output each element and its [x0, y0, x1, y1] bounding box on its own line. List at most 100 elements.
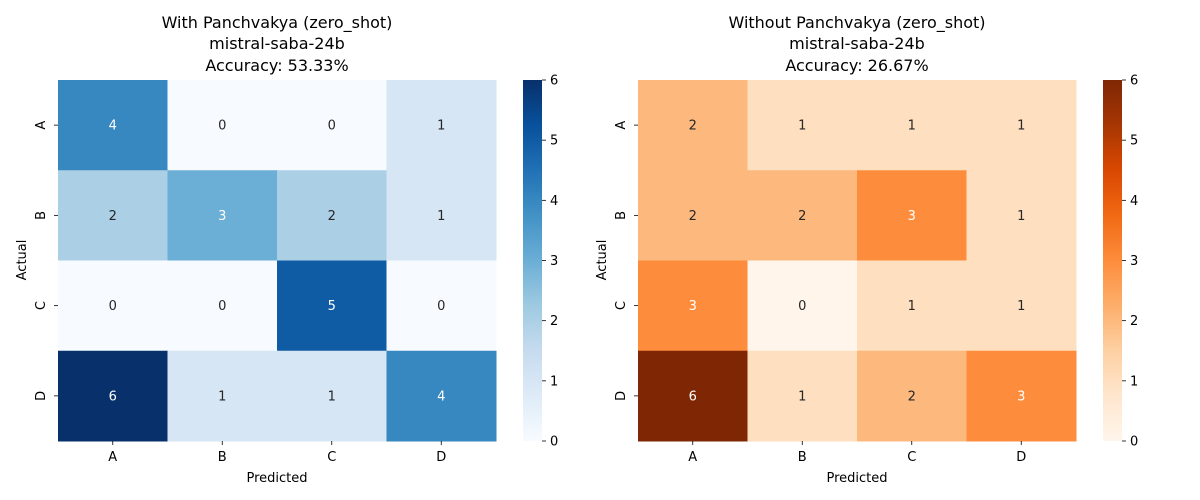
heatmap-cell: [167, 170, 278, 261]
colorbar-tick-label: 6: [550, 74, 558, 89]
heatmap-cell: [857, 260, 967, 352]
heatmap-cell: [638, 170, 748, 261]
x-tick-label: B: [218, 450, 227, 465]
cell-value-label: 1: [908, 119, 916, 134]
cell-value-label: 3: [908, 209, 916, 224]
colorbar-tick-label: 2: [1130, 314, 1138, 329]
cell-value-label: 1: [328, 389, 336, 404]
heatmap-cell: [277, 260, 387, 352]
heatmap-cell: [167, 80, 278, 171]
x-tick-label: C: [327, 450, 336, 465]
heatmap-cell: [277, 170, 387, 261]
cell-value-label: 1: [908, 299, 916, 314]
heatmap-cell: [857, 80, 967, 171]
heatmap-cell: [167, 260, 278, 352]
cell-value-label: 2: [908, 389, 916, 404]
heatmap-panel-with-panchvakya: With Panchvakya (zero_shot) mistral-saba…: [15, 13, 558, 486]
heatmap-cell: [58, 80, 168, 171]
heatmap-cell: [58, 350, 168, 442]
heatmap-cell: [638, 350, 748, 442]
heatmap-panel-without-panchvakya: Without Panchvakya (zero_shot) mistral-s…: [595, 13, 1138, 486]
colorbar: 0 1 2 3 4 5 6: [523, 74, 558, 450]
cell-value-label: 4: [109, 119, 117, 134]
cell-value-label: 2: [328, 209, 336, 224]
colorbar: 0 1 2 3 4 5 6: [1103, 74, 1138, 450]
cell-value-label: 5: [328, 299, 336, 314]
colorbar-tick-label: 5: [550, 134, 558, 149]
heatmap-cell: [747, 350, 858, 442]
cell-value-label: 0: [328, 119, 336, 134]
panel-title-line-1: Without Panchvakya (zero_shot): [728, 13, 985, 33]
cell-value-label: 1: [1017, 299, 1025, 314]
cell-value-label: 3: [218, 209, 226, 224]
cell-value-label: 1: [1017, 209, 1025, 224]
colorbar-tick-label: 4: [1130, 194, 1138, 209]
cell-value-label: 2: [689, 209, 697, 224]
y-tick-labels: A B C D: [34, 121, 58, 401]
colorbar-gradient: [1103, 80, 1122, 441]
cell-value-label: 1: [798, 389, 806, 404]
panel-title-line-2: mistral-saba-24b: [209, 34, 345, 53]
x-axis-label: Predicted: [826, 471, 887, 486]
heatmap-cell: [58, 170, 168, 261]
x-tick-label: A: [688, 450, 697, 465]
panel-title-line-3: Accuracy: 53.33%: [205, 56, 348, 75]
colorbar-gradient: [523, 80, 542, 441]
heatmap-cell: [747, 170, 858, 261]
heatmap-cell: [857, 350, 967, 442]
heatmap-cell: [58, 260, 168, 352]
cell-value-label: 0: [218, 299, 226, 314]
y-tick-label: B: [34, 211, 49, 220]
cell-value-label: 1: [437, 209, 445, 224]
cell-value-label: 1: [218, 389, 226, 404]
heatmap-cell: [277, 350, 387, 442]
heatmap-cell: [966, 170, 1077, 261]
cell-value-label: 4: [437, 389, 445, 404]
x-tick-label: C: [907, 450, 916, 465]
heatmap-grid: 4 0 0 1 2 3 2 1 0 0 5 0 6 1 1 4: [58, 80, 497, 442]
panel-title-line-3: Accuracy: 26.67%: [785, 56, 928, 75]
colorbar-tick-label: 0: [1130, 435, 1138, 450]
y-axis-label: Actual: [15, 240, 30, 281]
heatmap-cell: [966, 350, 1077, 442]
panel-title-line-1: With Panchvakya (zero_shot): [162, 13, 393, 33]
cell-value-label: 1: [1017, 119, 1025, 134]
heatmap-cell: [167, 350, 278, 442]
y-tick-label: D: [34, 391, 49, 401]
x-tick-label: D: [1016, 450, 1026, 465]
colorbar-tick-label: 3: [1130, 254, 1138, 269]
cell-value-label: 0: [109, 299, 117, 314]
heatmap-cell: [966, 80, 1077, 171]
cell-value-label: 3: [1017, 389, 1025, 404]
heatmap-cell: [638, 80, 748, 171]
panel-title-line-2: mistral-saba-24b: [789, 34, 925, 53]
cell-value-label: 6: [689, 389, 697, 404]
y-tick-labels: A B C D: [614, 121, 638, 401]
x-tick-labels: A B C D: [108, 441, 446, 465]
heatmap-cell: [386, 80, 497, 171]
heatmap-cell: [966, 260, 1077, 352]
heatmap-cell: [857, 170, 967, 261]
cell-value-label: 6: [109, 389, 117, 404]
cell-value-label: 2: [109, 209, 117, 224]
heatmap-cell: [386, 350, 497, 442]
cell-value-label: 1: [798, 119, 806, 134]
y-axis-label: Actual: [595, 240, 610, 281]
cell-value-label: 0: [218, 119, 226, 134]
y-tick-label: A: [614, 121, 629, 130]
colorbar-tick-label: 1: [1130, 374, 1138, 389]
heatmap-cell: [747, 80, 858, 171]
heatmap-cell: [638, 260, 748, 352]
colorbar-tick-label: 2: [550, 314, 558, 329]
colorbar-tick-label: 0: [550, 435, 558, 450]
x-tick-label: A: [108, 450, 117, 465]
colorbar-tick-label: 4: [550, 194, 558, 209]
y-tick-label: C: [34, 301, 49, 310]
x-axis-label: Predicted: [246, 471, 307, 486]
colorbar-tick-label: 3: [550, 254, 558, 269]
colorbar-tick-label: 1: [550, 374, 558, 389]
heatmap-cell: [386, 260, 497, 352]
heatmap-grid: 2 1 1 12 2 3 13 0 1 16 1 2 3: [638, 80, 1077, 442]
x-tick-labels: A B C D: [688, 441, 1026, 465]
